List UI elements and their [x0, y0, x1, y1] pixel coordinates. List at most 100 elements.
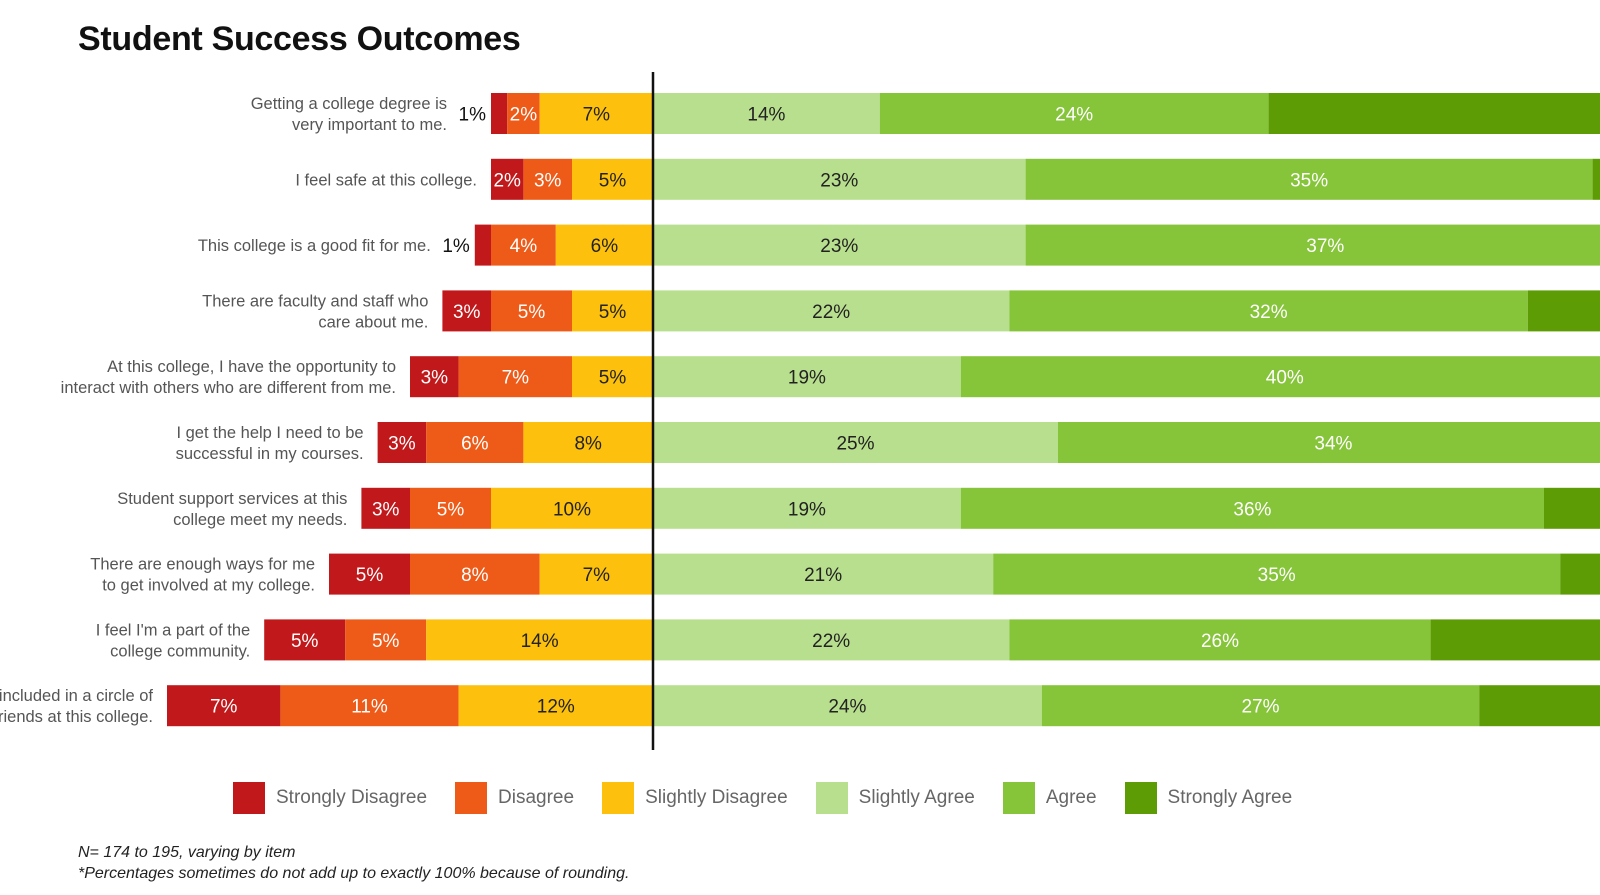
bar-segment-strongly-disagree: [474, 224, 491, 266]
bar-segment-strongly-agree: [1527, 290, 1600, 332]
bar-segment-strongly-disagree: [377, 422, 427, 463]
data-label: 35%: [1290, 170, 1328, 191]
bar-segment-slightly-disagree: [555, 224, 653, 266]
legend-item-strongly-disagree: Strongly Disagree: [233, 782, 427, 814]
data-label: 11%: [351, 697, 388, 718]
data-label: 4%: [510, 236, 538, 257]
bar-segment-agree: [1009, 290, 1528, 332]
bar-segment-slightly-disagree: [426, 619, 653, 661]
data-label: 10%: [553, 499, 591, 520]
bar-segment-agree: [993, 553, 1561, 595]
legend-swatch: [455, 782, 488, 814]
legend-label: Strongly Disagree: [276, 787, 428, 808]
bar-segment-slightly-agree: [653, 224, 1026, 266]
bar-segment-agree: [1025, 224, 1600, 266]
category-label: I feel safe at this college.: [295, 171, 477, 189]
data-label: 1%: [459, 105, 487, 126]
bar-segment-agree: [1009, 619, 1431, 661]
bar-segment-strongly-disagree: [329, 553, 410, 595]
data-label: 34%: [1314, 434, 1352, 455]
data-label: 21%: [804, 565, 842, 586]
legend-swatch: [1002, 782, 1035, 814]
legend-label: Slightly Agree: [858, 787, 975, 808]
data-label: 14%: [747, 105, 785, 126]
legend-item-slightly-disagree: Slightly Disagree: [602, 782, 788, 814]
category-label: I feel I'm a part of the college communit…: [96, 621, 250, 660]
category-label: This college is a good fit for me.: [198, 237, 431, 255]
bar-segment-slightly-agree: [653, 553, 994, 595]
bar-segment-agree: [1041, 685, 1480, 727]
data-label: 5%: [599, 170, 627, 191]
bar-segment-slightly-agree: [653, 93, 880, 134]
bar-segment-strongly-disagree: [491, 158, 524, 200]
category-label: There are faculty and staff who care abou…: [202, 292, 428, 331]
category-label: Student support services at this college …: [117, 490, 347, 529]
data-label: 5%: [599, 368, 627, 389]
data-label: 36%: [1233, 499, 1271, 520]
legend-item-disagree: Disagree: [455, 782, 574, 814]
bar-segment-slightly-agree: [653, 487, 961, 529]
data-label: 25%: [836, 434, 874, 455]
bar-segment-strongly-disagree: [167, 685, 281, 727]
bar-segment-disagree: [345, 619, 427, 661]
bar-segment-agree: [960, 356, 1600, 398]
category-label: I get the help I need to be successful in…: [176, 424, 364, 463]
bar-segment-strongly-agree: [1430, 619, 1600, 661]
data-label: 7%: [583, 565, 611, 586]
chart-title: Student Success Outcomes: [78, 20, 521, 58]
legend-label: Strongly Agree: [1167, 787, 1293, 808]
bar-segment-strongly-disagree: [410, 356, 459, 398]
legend-swatch: [1124, 782, 1157, 814]
data-label: 26%: [1201, 631, 1239, 652]
data-label: 2%: [510, 105, 538, 126]
data-label: 22%: [812, 302, 850, 323]
legend-label: Slightly Disagree: [645, 787, 788, 808]
data-label: 8%: [461, 565, 489, 586]
data-label: 7%: [502, 368, 530, 389]
data-label: 3%: [421, 368, 449, 389]
bar-segment-slightly-disagree: [458, 685, 653, 727]
bar-segment-strongly-agree: [1268, 93, 1600, 134]
data-label: 19%: [788, 368, 826, 389]
category-label: At this college, I have the opportunity …: [61, 358, 396, 397]
bar-segment-strongly-agree: [1560, 553, 1600, 595]
bar-segment-strongly-agree: [1592, 158, 1600, 200]
bar-segment-agree: [960, 487, 1544, 529]
footnotes: N= 174 to 195, varying by item *Percenta…: [78, 842, 629, 884]
bar-segment-strongly-agree: [1544, 487, 1600, 529]
data-label: 5%: [356, 565, 384, 586]
data-label: 5%: [372, 631, 400, 652]
bars-layer: [167, 93, 1600, 727]
data-label: 23%: [820, 170, 858, 191]
bar-segment-slightly-agree: [653, 619, 1010, 661]
data-label: 22%: [812, 631, 850, 652]
data-label: 19%: [788, 499, 826, 520]
bar-segment-strongly-agree: [1479, 685, 1600, 727]
data-label: 2%: [493, 170, 521, 191]
bar-segment-disagree: [280, 685, 459, 727]
data-label: 37%: [1306, 236, 1344, 257]
data-label: 3%: [534, 170, 562, 191]
data-label: 5%: [437, 499, 465, 520]
bar-segment-slightly-disagree: [539, 553, 653, 595]
bar-segment-slightly-agree: [653, 685, 1042, 727]
footnote-sample-size: N= 174 to 195, varying by item: [78, 844, 296, 861]
bar-segment-slightly-disagree: [572, 356, 653, 398]
data-label: 6%: [461, 434, 489, 455]
legend-swatch: [815, 782, 848, 814]
data-label: 24%: [1055, 105, 1093, 126]
bar-segment-disagree: [507, 93, 540, 134]
data-label: 7%: [210, 697, 238, 718]
bar-segment-disagree: [523, 158, 572, 200]
bar-segment-disagree: [491, 224, 556, 266]
bar-segment-strongly-disagree: [264, 619, 346, 661]
footnote-rounding: *Percentages sometimes do not add up to …: [78, 865, 630, 882]
bar-segment-strongly-disagree: [442, 290, 491, 332]
data-label: 40%: [1266, 368, 1304, 389]
data-label: 7%: [583, 105, 611, 126]
data-label: 35%: [1258, 565, 1296, 586]
bar-segment-slightly-disagree: [572, 158, 653, 200]
bar-segment-disagree: [410, 553, 540, 595]
data-label: 3%: [453, 302, 481, 323]
